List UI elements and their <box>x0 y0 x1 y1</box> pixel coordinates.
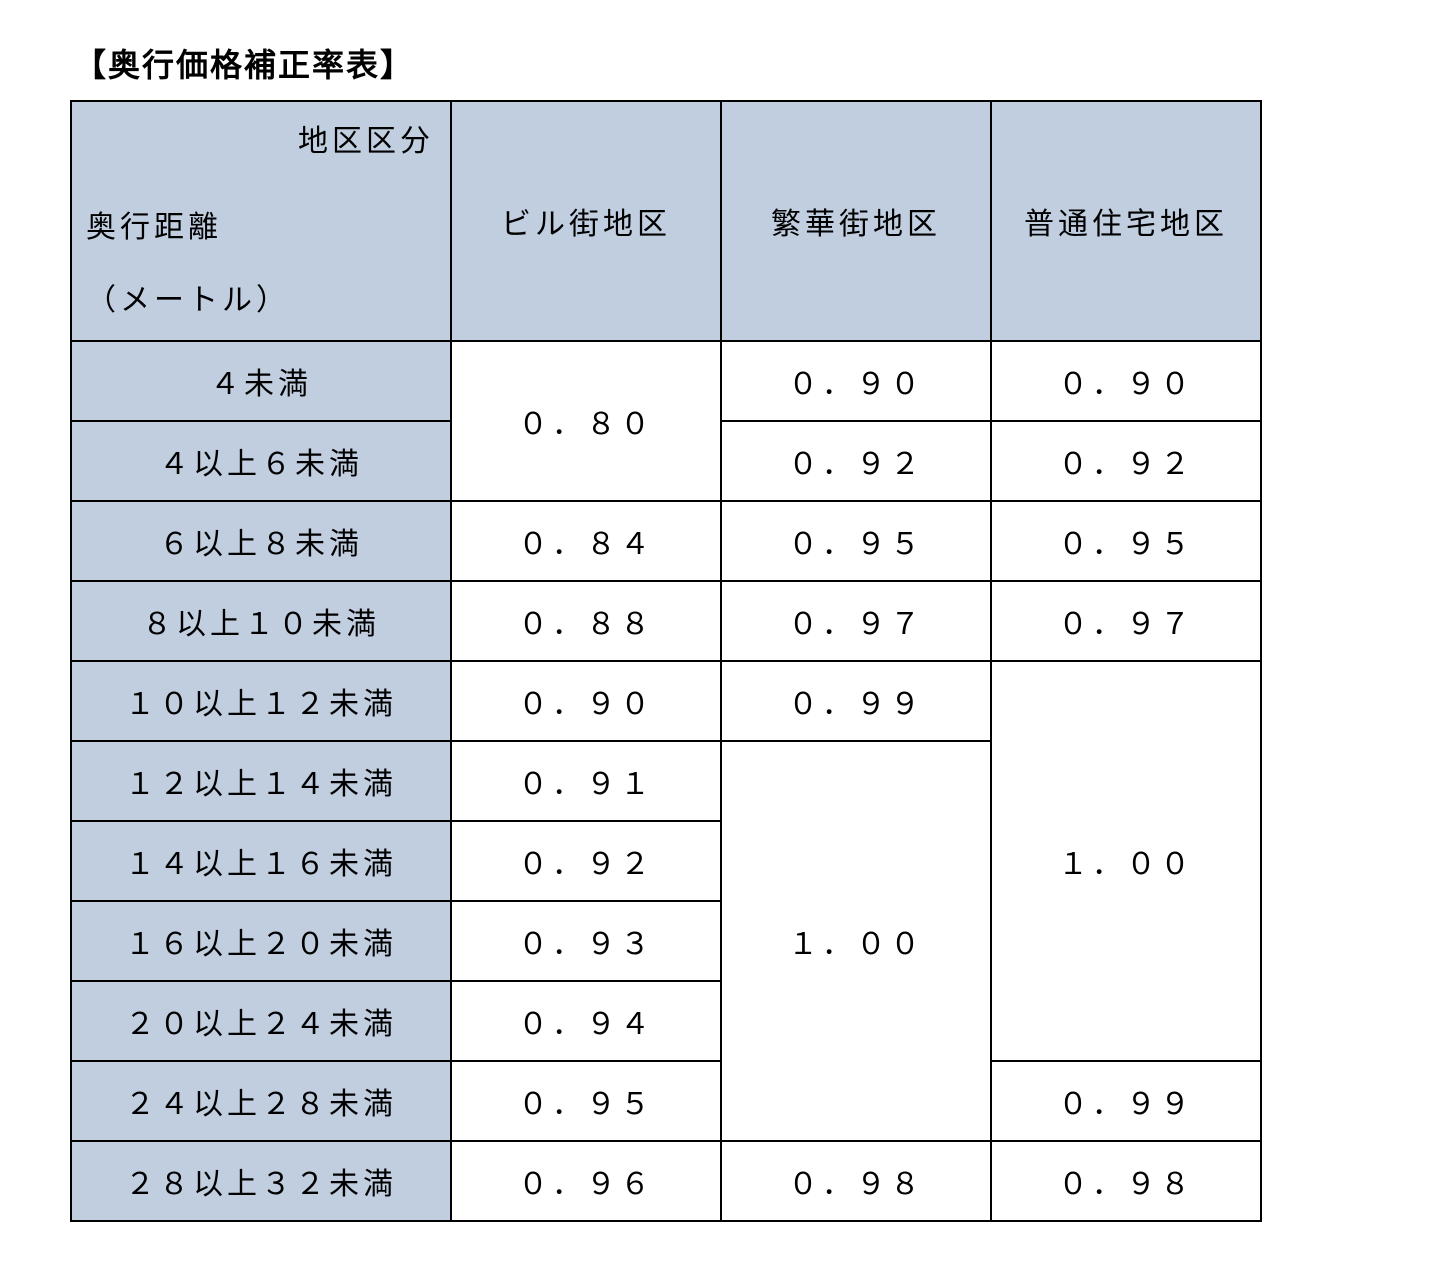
row-label: １４以上１６未満 <box>71 821 451 901</box>
cell: ０．８０ <box>451 341 721 501</box>
table-row: １０以上１２未満 ０．９０ ０．９９ １．００ <box>71 661 1261 741</box>
table-row: ８以上１０未満 ０．８８ ０．９７ ０．９７ <box>71 581 1261 661</box>
header-col-3: 普通住宅地区 <box>991 101 1261 341</box>
cell: ０．９０ <box>991 341 1261 421</box>
table-header-row: 地区区分 奥行距離 （メートル） ビル街地区 繁華街地区 普通住宅地区 <box>71 101 1261 341</box>
cell: ０．９２ <box>451 821 721 901</box>
cell: ０．９０ <box>451 661 721 741</box>
row-label: ４未満 <box>71 341 451 421</box>
row-label: ６以上８未満 <box>71 501 451 581</box>
cell: ０．９４ <box>451 981 721 1061</box>
row-label: ８以上１０未満 <box>71 581 451 661</box>
header-col-1: ビル街地区 <box>451 101 721 341</box>
cell: ０．８４ <box>451 501 721 581</box>
row-label: ４以上６未満 <box>71 421 451 501</box>
cell: ０．９３ <box>451 901 721 981</box>
cell: ０．８８ <box>451 581 721 661</box>
row-label: １２以上１４未満 <box>71 741 451 821</box>
cell: ０．９２ <box>991 421 1261 501</box>
table-row: ２８以上３２未満 ０．９６ ０．９８ ０．９８ <box>71 1141 1261 1221</box>
table-row: ４未満 ０．８０ ０．９０ ０．９０ <box>71 341 1261 421</box>
header-col-2: 繁華街地区 <box>721 101 991 341</box>
table-title: 【奥行価格補正率表】 <box>74 40 1370 86</box>
cell: ０．９８ <box>991 1141 1261 1221</box>
header-corner-mid-label: 奥行距離 <box>86 202 222 253</box>
cell: ０．９５ <box>451 1061 721 1141</box>
row-label: １０以上１２未満 <box>71 661 451 741</box>
cell: ０．９９ <box>721 661 991 741</box>
cell: ０．９９ <box>991 1061 1261 1141</box>
header-corner-cell: 地区区分 奥行距離 （メートル） <box>71 101 451 341</box>
table-row: ６以上８未満 ０．８４ ０．９５ ０．９５ <box>71 501 1261 581</box>
row-label: １６以上２０未満 <box>71 901 451 981</box>
cell: ０．９６ <box>451 1141 721 1221</box>
row-label: ２０以上２４未満 <box>71 981 451 1061</box>
correction-rate-table: 地区区分 奥行距離 （メートル） ビル街地区 繁華街地区 普通住宅地区 ４未満 … <box>70 100 1262 1222</box>
cell: ０．９５ <box>721 501 991 581</box>
cell: ０．９７ <box>721 581 991 661</box>
cell: ０．９０ <box>721 341 991 421</box>
row-label: ２８以上３２未満 <box>71 1141 451 1221</box>
table-row: ２４以上２８未満 ０．９５ ０．９９ <box>71 1061 1261 1141</box>
cell: ０．９８ <box>721 1141 991 1221</box>
header-corner-top-label: 地区区分 <box>298 116 434 167</box>
cell: １．００ <box>991 661 1261 1061</box>
cell: １．００ <box>721 741 991 1141</box>
row-label: ２４以上２８未満 <box>71 1061 451 1141</box>
cell: ０．９２ <box>721 421 991 501</box>
cell: ０．９５ <box>991 501 1261 581</box>
header-corner-bot-label: （メートル） <box>86 275 290 326</box>
cell: ０．９１ <box>451 741 721 821</box>
cell: ０．９７ <box>991 581 1261 661</box>
